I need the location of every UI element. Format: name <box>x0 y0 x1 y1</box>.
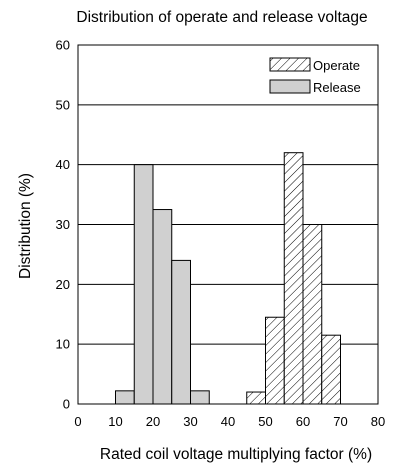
x-tick-labels: 0 10 20 30 40 50 60 70 80 <box>74 414 385 429</box>
legend: Operate Release <box>269 57 361 95</box>
y-tick-label: 0 <box>63 397 70 412</box>
release-bar <box>133 164 154 405</box>
y-axis-title: Distribution (%) <box>17 173 34 279</box>
x-tick-label: 10 <box>108 414 122 429</box>
x-tick-label: 50 <box>258 414 272 429</box>
release-bar <box>115 390 135 405</box>
x-tick-label: 30 <box>183 414 197 429</box>
plot-frame <box>77 44 379 405</box>
x-tick-label: 60 <box>296 414 310 429</box>
legend-operate-label: Operate <box>313 58 360 73</box>
y-tick-label: 30 <box>56 217 70 232</box>
x-tick-label: 70 <box>333 414 347 429</box>
release-bar <box>190 390 210 405</box>
y-tick-label: 10 <box>56 337 70 352</box>
grid-lines <box>78 104 378 345</box>
x-tick-label: 20 <box>146 414 160 429</box>
y-tick-label: 50 <box>56 97 70 112</box>
y-tick-label: 60 <box>56 38 70 53</box>
x-axis-title: Rated coil voltage multiplying factor (%… <box>100 446 372 463</box>
y-tick-label: 20 <box>56 277 70 292</box>
x-tick-label: 0 <box>74 414 81 429</box>
legend-release-swatch <box>269 79 311 94</box>
release-bar <box>171 259 191 405</box>
x-tick-label: 40 <box>221 414 235 429</box>
operate-bar <box>302 224 323 405</box>
release-bar <box>152 209 173 405</box>
legend-operate-swatch <box>269 57 311 72</box>
operate-bar <box>283 152 304 405</box>
operate-bar <box>246 391 266 405</box>
y-tick-labels: 0 10 20 30 40 50 60 <box>56 38 70 412</box>
bars <box>115 152 341 405</box>
chart-title: Distribution of operate and release volt… <box>76 9 367 26</box>
y-tick-label: 40 <box>56 157 70 172</box>
operate-bar <box>321 334 341 405</box>
operate-bar <box>265 316 285 405</box>
legend-release-label: Release <box>313 80 361 95</box>
x-tick-label: 80 <box>371 414 385 429</box>
